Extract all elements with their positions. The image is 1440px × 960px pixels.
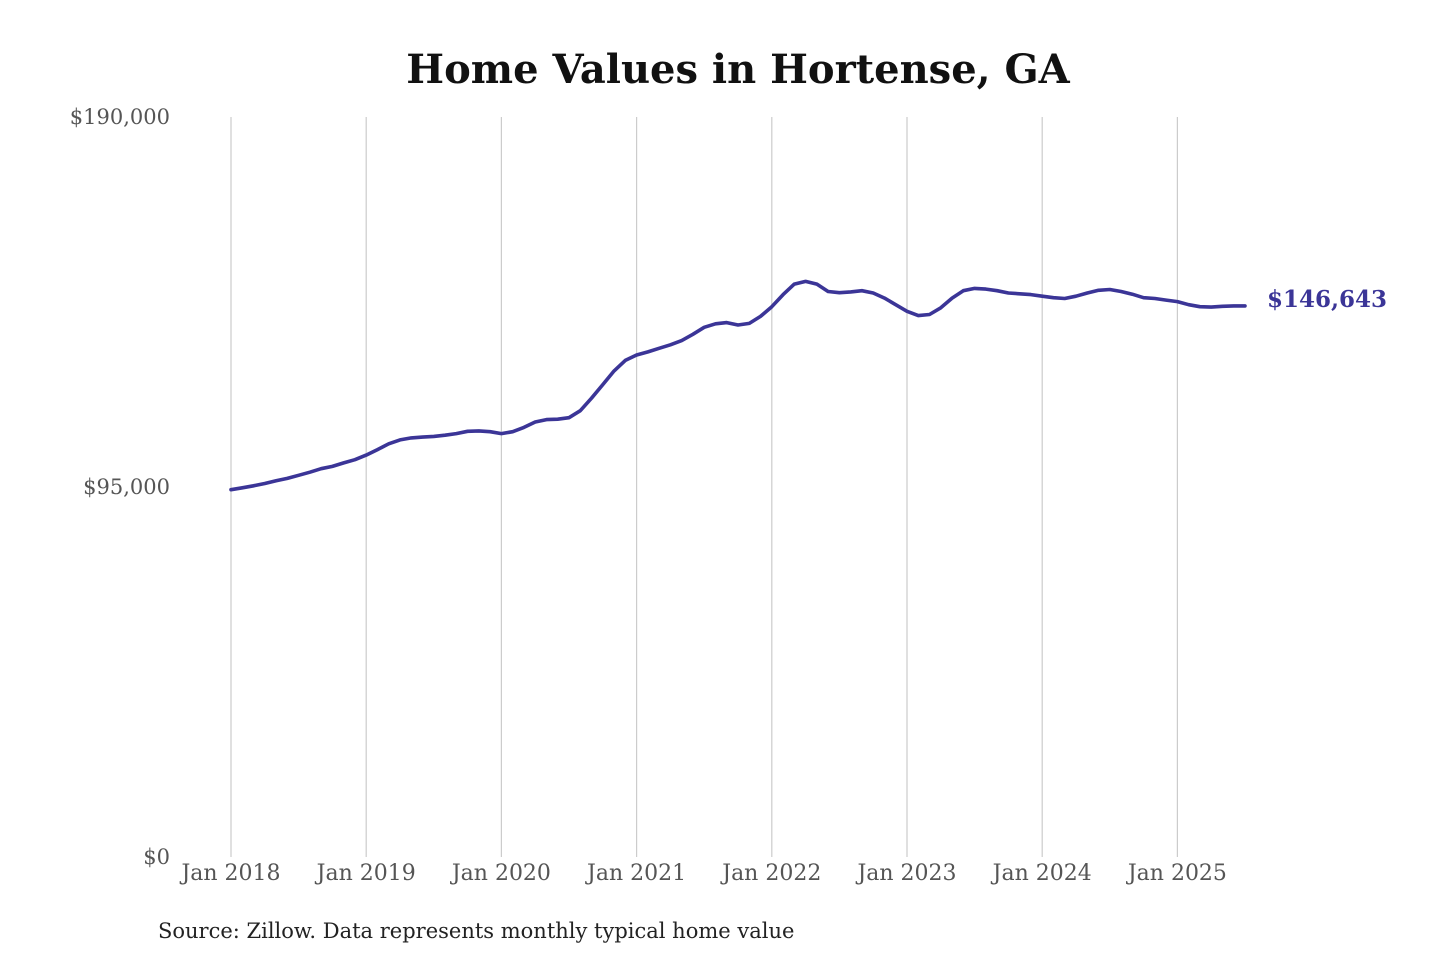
x-tick-label-2: Jan 2020 [450,861,551,886]
grid-lines [230,117,1179,857]
x-tick-label-0: Jan 2018 [179,861,280,886]
x-tick-label-1: Jan 2019 [315,861,416,886]
y-tick-label-0: $0 [143,845,170,869]
x-tick-label-7: Jan 2025 [1126,861,1227,886]
end-value-label: $146,643 [1267,286,1387,313]
x-tick-label-5: Jan 2023 [855,861,956,886]
x-tick-label-4: Jan 2022 [720,861,821,886]
y-tick-label-2: $190,000 [70,105,170,129]
y-axis-tick-labels: $0 $95,000 $190,000 [70,105,170,869]
y-tick-label-1: $95,000 [83,475,170,499]
x-axis-tick-labels: Jan 2018 Jan 2019 Jan 2020 Jan 2021 Jan 2022… [179,861,1226,886]
series-line-0 [229,279,1247,492]
series-layer: $146,643 [229,279,1387,492]
x-tick-label-3: Jan 2021 [585,861,686,886]
chart-title: Home Values in Hortense, GA [406,46,1070,93]
source-note: Source: Zillow. Data represents monthly … [158,919,794,943]
x-tick-label-6: Jan 2024 [991,861,1092,886]
